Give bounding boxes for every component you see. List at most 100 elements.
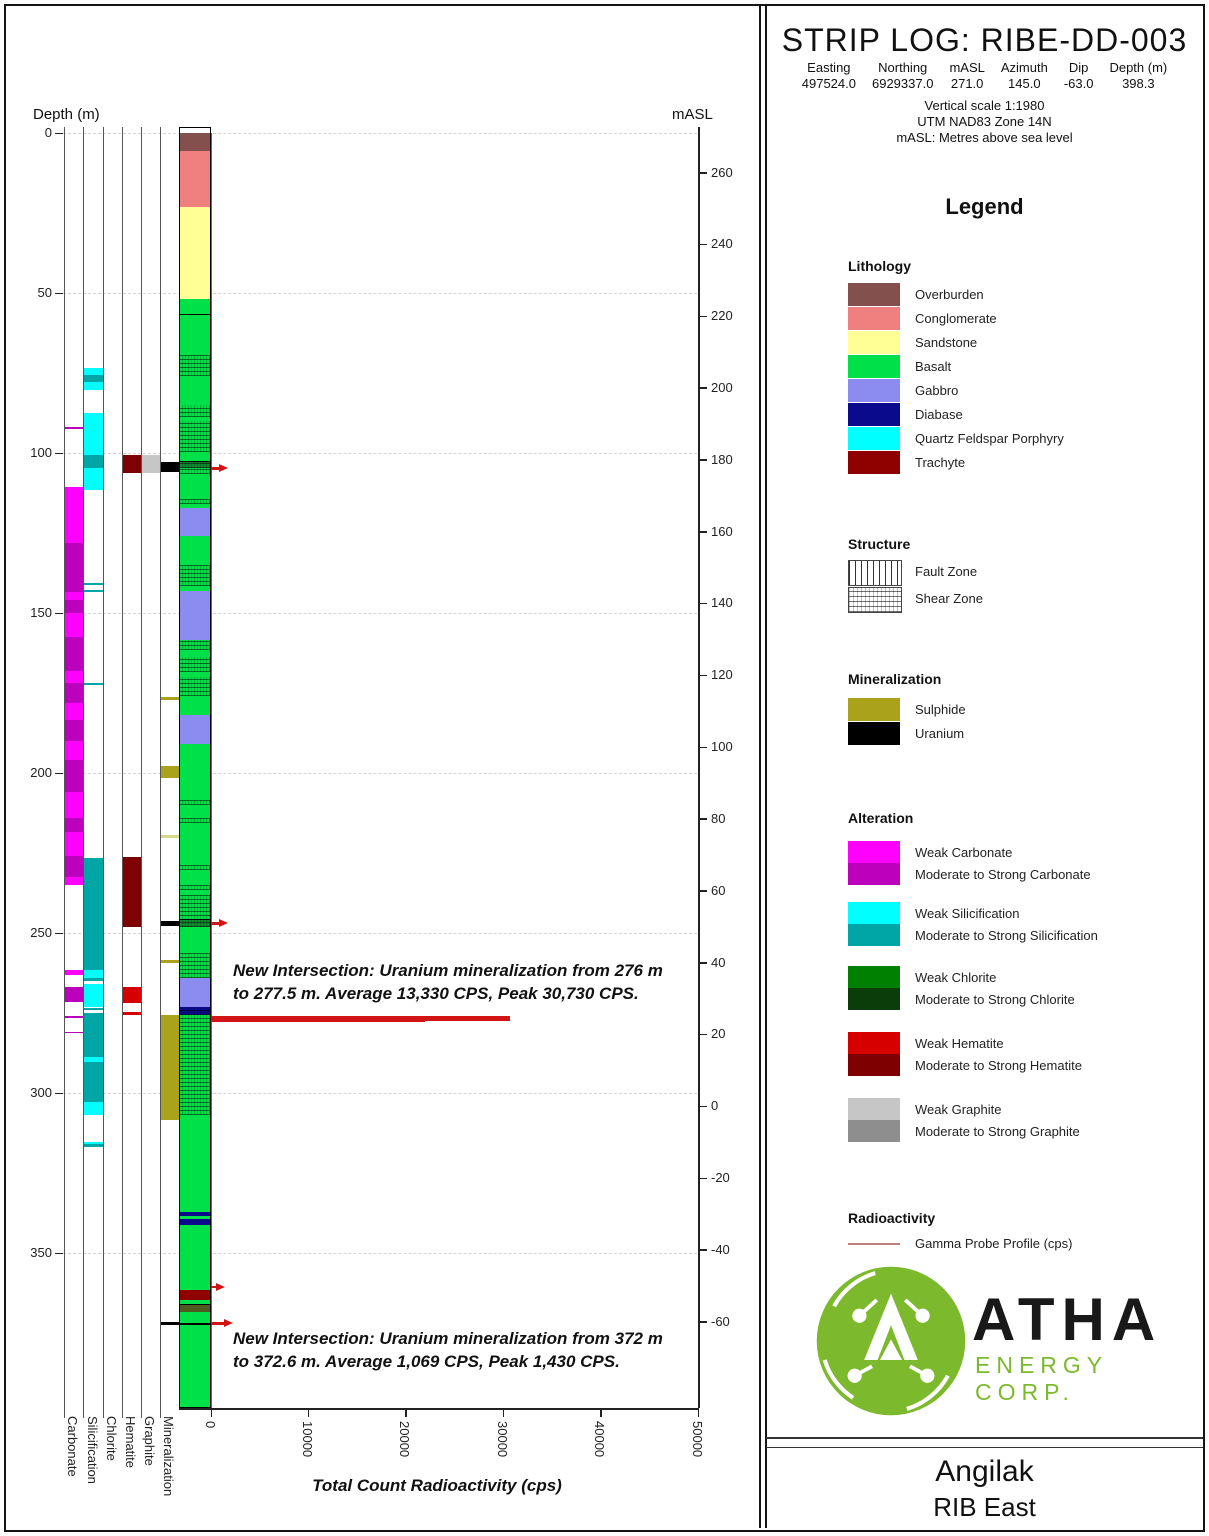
legend-swatch-quartz-feldspar-porphyry [848,427,900,450]
survey-field-value: 145.0 [1008,76,1041,91]
alteration-interval-silicification [84,1056,103,1062]
annotation-line: to 372.6 m. Average 1,069 CPS, Peak 1,43… [233,1352,620,1372]
legend-label: Weak Graphite [915,1102,1002,1117]
alteration-interval-silicification [84,413,103,455]
masl-tick [699,818,707,820]
alteration-interval-silicification [84,984,103,1007]
survey-field-label: Azimuth [1000,60,1048,75]
alteration-interval-carbonate [64,856,83,877]
legend-label: Conglomerate [915,311,997,326]
mineralization-interval [161,1322,179,1325]
survey-field: Azimuth 145.0 [1001,60,1048,92]
alteration-interval-silicification [84,468,103,491]
alteration-interval-hematite [122,857,141,927]
legend-label: Trachyte [915,455,966,470]
legend-swatch-gabbro [848,379,900,402]
strip-log-plot: 0 50 100 150 200 250 300 350 260 240 220 200 180 160 1… [30,125,733,1496]
survey-notes: Vertical scale 1:1980 UTM NAD83 Zone 14N m… [766,98,1203,146]
lithology-contact-line [178,1323,211,1325]
survey-field-label: mASL [949,60,985,75]
masl-tick [699,962,707,964]
alteration-interval-carbonate [64,1016,83,1019]
masl-tick [699,1321,707,1323]
lithology-interval-diabase [178,1219,211,1225]
depth-tick-label: 250 [30,925,52,940]
survey-field: Depth (m) 398.3 [1109,60,1167,92]
atha-logo-subtitle: ENERGY CORP. [975,1352,1108,1405]
depth-tick [55,612,63,614]
alteration-interval-carbonate [64,702,83,721]
survey-field-label: Northing [878,60,928,75]
lithology-interval-basalt [178,1300,211,1306]
lithology-interval-basalt [178,468,211,475]
depth-tick [55,932,63,934]
lithology-interval-basalt [178,744,211,800]
lithology-interval-basalt [178,585,211,591]
lithology-interval-sandstone [178,206,211,300]
alteration-interval-silicification [84,374,103,382]
alteration-interval-carbonate [64,670,83,684]
radioactivity-tick-label: 40000 [592,1421,608,1458]
lithology-interval-gabbro [178,715,211,745]
legend-label: Sandstone [915,335,978,350]
legend-swatch-weak [848,1098,900,1120]
lithology-interval-conglomerate [178,150,211,207]
alteration-interval-silicification [84,1101,103,1116]
alteration-interval-carbonate [64,817,83,833]
legend-label: Moderate to Strong Carbonate [915,867,1091,882]
lithology-interval-basalt [178,805,211,818]
legend-title: Legend [945,194,1024,219]
legend-label: Moderate to Strong Hematite [915,1058,1082,1073]
lithology-interval-basalt [178,536,211,565]
lithology-interval-basalt [178,1215,211,1220]
masl-tick-label: 120 [711,667,733,683]
legend-label: Sulphide [915,702,966,717]
atha-logo-wordmark: ATHA [972,1286,1163,1353]
alteration-interval-silicification [84,381,103,390]
masl-tick-label: 100 [711,739,733,755]
alteration-interval-silicification [84,582,103,586]
survey-fields: Easting 497524.0 Northing 6929337.0 mASL 271.… [766,60,1203,92]
legend-swatch-strong [848,863,900,885]
lithology-interval-basalt [178,299,211,356]
lithology-interval-basalt [178,926,211,954]
panel-divider-left [759,4,761,1528]
depth-tick-label: 50 [37,285,52,300]
structure-section-title: Structure [848,536,911,552]
lithology-interval-basalt [178,822,211,865]
lithology-interval-basalt [178,416,211,421]
masl-tick-label: 0 [711,1098,719,1114]
grid-line-50m [63,292,697,294]
survey-field-value: 497524.0 [801,76,856,91]
lithology-interval-basalt [178,649,211,657]
lithology-strip-border [178,127,211,1408]
radioactivity-axis-title: Total Count Radioactivity (cps) [312,1476,562,1495]
intersection-annotation: New Intersection: Uranium mineralization… [233,959,663,1005]
depth-tick [55,1092,63,1094]
masl-tick-label: 200 [711,379,733,395]
mineralization-interval [161,1014,179,1121]
radioactivity-section-title: Radioactivity [848,1210,936,1226]
survey-field-value: 398.3 [1122,76,1155,91]
alteration-interval-carbonate [64,877,83,885]
radioactivity-tick [405,1408,407,1417]
alteration-interval-hematite [122,1012,141,1015]
lithology-interval-basalt [178,677,211,697]
gamma-spike-arrow [219,464,229,473]
gamma-spike-arrow [219,919,229,928]
radioactivity-tick-label: 30000 [494,1421,510,1458]
legend-label: Weak Carbonate [915,845,1013,860]
alteration-interval-silicification [84,1141,103,1145]
legend-label: Uranium [915,726,965,741]
gamma-spike-arrow [224,1319,234,1328]
alteration-interval-carbonate [64,720,83,741]
masl-axis-line [698,127,700,1408]
alteration-interval-silicification [84,969,103,979]
masl-tick [699,602,707,605]
legend-swatch-shear-zone [848,587,902,613]
legend-swatch-basalt [848,355,900,378]
survey-field-value: -63.0 [1063,76,1094,91]
column-label-graphite: Graphite [142,1416,158,1466]
legend-label: Weak Silicification [915,906,1020,921]
mineralization-interval [161,461,179,473]
